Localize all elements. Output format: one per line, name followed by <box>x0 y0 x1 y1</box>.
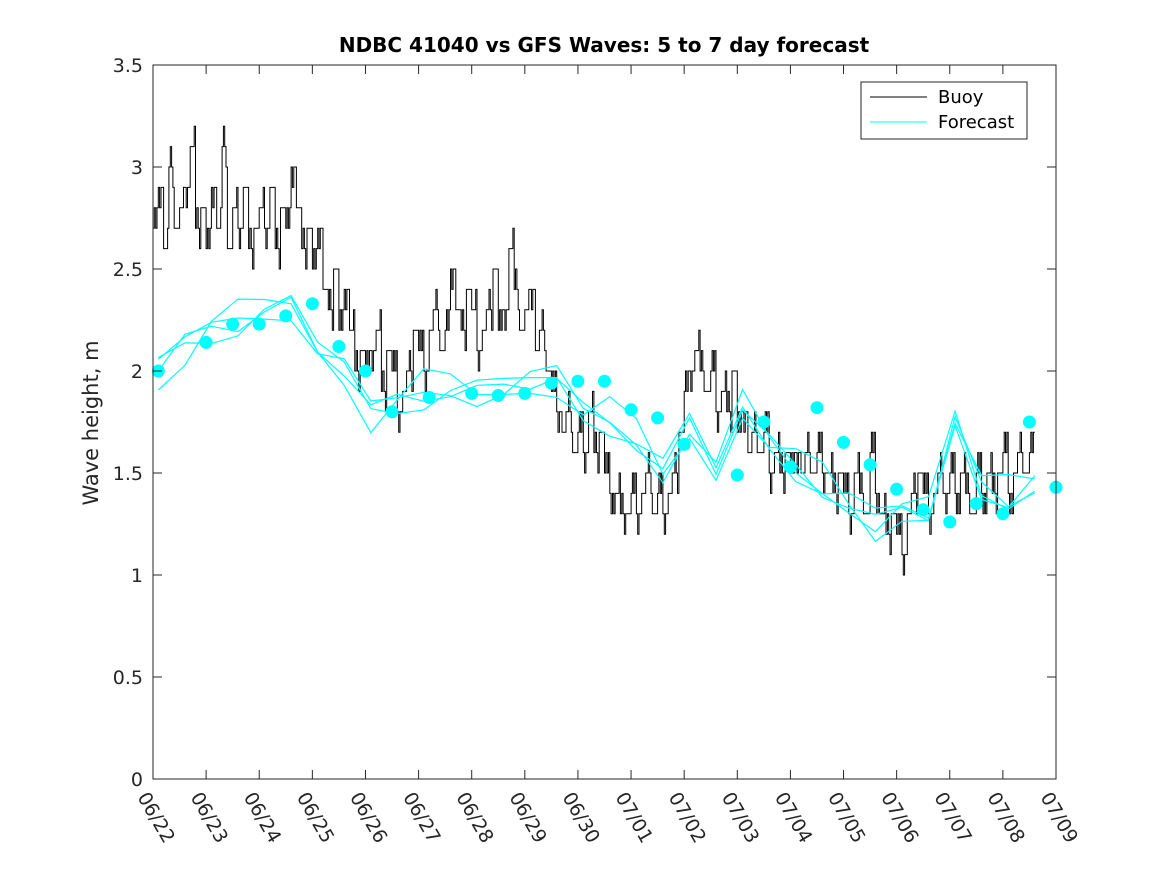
y-axis-ticks: 0 0.5 1 1.5 2 2.5 3 3.5 <box>113 55 1056 791</box>
y-tick-label: 1 <box>131 565 143 587</box>
x-tick-label: 06/24 <box>239 789 285 847</box>
x-tick-label: 06/28 <box>451 789 497 847</box>
forecast-point <box>624 403 638 417</box>
x-tick-label: 07/02 <box>664 789 710 847</box>
legend-label-buoy: Buoy <box>938 87 984 108</box>
forecast-point <box>199 335 213 349</box>
forecast-point <box>810 401 824 415</box>
y-tick-label: 2 <box>131 361 143 383</box>
forecast-point <box>226 317 240 331</box>
x-tick-label: 07/07 <box>929 789 975 847</box>
y-tick-label: 0 <box>131 769 143 791</box>
forecast-point <box>996 507 1010 521</box>
x-tick-label: 07/05 <box>823 789 869 847</box>
x-tick-label: 07/08 <box>983 789 1029 847</box>
legend: Buoy Forecast <box>860 81 1028 140</box>
forecast-point <box>943 515 957 529</box>
forecast-point <box>491 389 505 402</box>
y-axis-label: Wave height, m <box>79 340 103 505</box>
forecast-point <box>969 497 983 511</box>
y-tick-label: 3 <box>131 157 143 179</box>
y-tick-label: 3.5 <box>113 55 143 77</box>
series-line-forecast <box>157 298 1035 543</box>
series-line-forecast <box>158 294 1036 520</box>
forecast-point <box>544 376 558 390</box>
y-tick-label: 1.5 <box>113 463 143 485</box>
y-tick-label: 2.5 <box>113 259 143 281</box>
x-tick-label: 07/03 <box>717 789 763 847</box>
forecast-point <box>385 405 399 419</box>
series-layer <box>153 125 1036 576</box>
forecast-point <box>890 482 904 496</box>
forecast-point <box>757 415 771 429</box>
x-tick-label: 07/06 <box>876 789 922 847</box>
series-line-buoy <box>153 125 1035 576</box>
forecast-point <box>651 411 665 425</box>
legend-label-forecast: Forecast <box>938 112 1014 133</box>
forecast-point <box>677 437 691 451</box>
x-tick-label: 06/25 <box>292 789 338 847</box>
x-tick-label: 06/22 <box>133 789 179 847</box>
x-tick-label: 06/23 <box>186 789 232 847</box>
forecast-point <box>598 374 611 388</box>
forecast-point <box>783 460 797 474</box>
plot-area-frame <box>152 64 1057 780</box>
forecast-point <box>730 468 744 482</box>
forecast-point <box>1022 415 1036 429</box>
x-tick-label: 07/01 <box>611 789 657 847</box>
y-tick-label: 0.5 <box>113 667 143 689</box>
forecast-point <box>332 340 346 353</box>
series-line-forecast <box>157 296 1036 522</box>
plot-area-background <box>153 65 1056 779</box>
x-tick-label: 07/09 <box>1036 789 1082 847</box>
chart-title: NDBC 41040 vs GFS Waves: 5 to 7 day fore… <box>339 33 870 57</box>
forecast-point <box>252 317 266 331</box>
forecast-point <box>422 391 436 404</box>
forecast-point <box>863 458 877 472</box>
forecast-point <box>837 435 850 449</box>
forecast-point <box>518 386 532 400</box>
x-tick-label: 06/26 <box>345 789 391 847</box>
forecast-point <box>571 374 585 388</box>
series-line-forecast <box>157 317 1036 533</box>
forecast-point <box>916 503 930 517</box>
forecast-point <box>465 386 479 400</box>
legend-box <box>860 81 1028 140</box>
forecast-point <box>305 297 319 311</box>
x-tick-label: 06/29 <box>504 789 550 847</box>
x-tick-label: 06/27 <box>398 789 444 847</box>
x-tick-label: 06/30 <box>558 789 604 847</box>
forecast-point <box>359 364 372 378</box>
x-tick-label: 07/04 <box>770 789 816 847</box>
forecast-point <box>279 309 293 323</box>
